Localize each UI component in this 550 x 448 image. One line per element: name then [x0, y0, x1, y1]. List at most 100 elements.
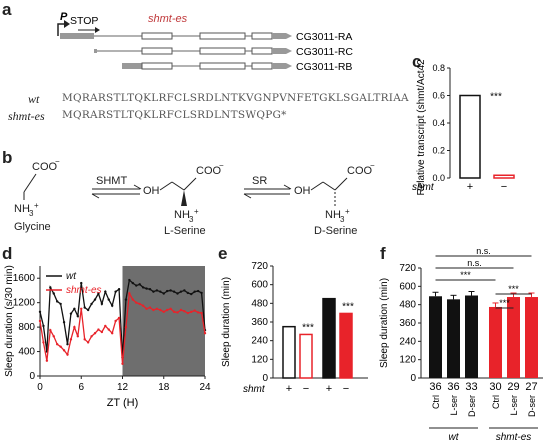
data-point: [100, 330, 104, 334]
data-point: [200, 291, 203, 295]
y-axis-label: Relative transcript (shmt/Act42a): [416, 60, 427, 196]
data-point: [176, 292, 179, 295]
genotype-label: shmt: [412, 182, 435, 193]
y-tick-label: 1200: [13, 298, 36, 309]
data-point: [110, 304, 114, 307]
legend-label: shmt-es: [66, 285, 102, 296]
y-tick-label: 360: [251, 317, 268, 328]
compound-glycine: Glycine: [14, 221, 51, 233]
data-point: [117, 316, 121, 320]
promoter-label: P: [60, 11, 68, 23]
ra-exon: [141, 32, 173, 40]
data-point: [76, 314, 80, 318]
svg-text:COO: COO: [196, 165, 222, 177]
ra-utr: [60, 33, 94, 39]
bar: [459, 94, 481, 179]
chart-d-sleep-profile: 0 400 800 1200 1600 0 6 12 18 24 ZT (H) Sleep durat…: [4, 265, 211, 409]
category-label: L-ser: [509, 395, 519, 416]
category-label: D-ser: [467, 395, 477, 417]
svg-text:3: 3: [340, 215, 345, 224]
y-tick-label: 600: [251, 280, 268, 291]
transcript-rc: CG3011-RC: [296, 46, 353, 58]
y-tick-label: 0.8: [432, 63, 445, 73]
y-tick-label: 240: [399, 336, 416, 347]
panel-label-b: b: [2, 148, 13, 167]
bar: [447, 299, 460, 378]
n-label: 30: [489, 381, 501, 393]
data-point: [179, 290, 183, 293]
y-tick-label: 0: [262, 373, 268, 384]
data-point: [162, 310, 165, 314]
bar: [299, 333, 313, 379]
data-point: [100, 302, 104, 306]
data-point: [93, 332, 97, 335]
svg-text:3: 3: [29, 209, 34, 218]
data-point: [135, 301, 138, 304]
data-point: [114, 290, 117, 293]
data-point: [45, 359, 49, 362]
data-point: [165, 308, 169, 312]
allele-label: shmt-es: [148, 13, 188, 25]
data-point: [73, 325, 76, 329]
data-point: [200, 311, 203, 315]
data-point: [97, 292, 100, 295]
data-point: [169, 289, 172, 292]
data-point: [104, 290, 107, 293]
y-tick-label: 0.6: [432, 91, 445, 101]
svg-text:NH: NH: [14, 203, 30, 215]
data-point: [148, 306, 152, 309]
data-point: [69, 312, 73, 315]
n-label: 27: [525, 381, 537, 393]
bar: [339, 312, 353, 379]
data-point: [141, 304, 145, 307]
group-label: shmt-es: [496, 432, 532, 443]
y-tick-label: 360: [399, 318, 416, 329]
y-tick-label: 800: [18, 322, 35, 333]
bar: [429, 296, 442, 378]
transcript-ra: CG3011-RA: [296, 31, 352, 43]
y-tick-label: 0.4: [432, 118, 445, 128]
y-tick-label: 120: [399, 355, 416, 366]
n-label: 33: [465, 381, 477, 393]
data-point: [97, 328, 100, 331]
seq-label-mutant: shmt-es: [8, 109, 45, 123]
comparison-label: ***: [460, 270, 471, 280]
svg-text:−: −: [219, 161, 224, 170]
transcript-rb: CG3011-RB: [296, 61, 352, 73]
data-point: [145, 287, 148, 290]
y-tick-label: 0.0: [432, 173, 445, 183]
data-point: [138, 283, 141, 286]
svg-text:+: +: [34, 201, 39, 210]
x-axis-label: ZT (H): [107, 397, 139, 409]
data-point: [196, 289, 200, 293]
y-tick-label: 720: [251, 261, 268, 272]
data-point: [172, 290, 176, 293]
data-point: [176, 311, 179, 314]
data-point: [42, 324, 45, 328]
category-label: −: [343, 383, 349, 395]
data-point: [83, 306, 86, 309]
category-label: +: [326, 383, 332, 395]
data-point: [155, 289, 159, 292]
data-point: [196, 311, 200, 314]
data-point: [66, 353, 69, 356]
data-point: [55, 343, 59, 346]
panel-label-e: e: [218, 244, 228, 263]
y-tick-label: 1600: [13, 273, 36, 284]
compound-d-serine: D-Serine: [314, 225, 357, 237]
svg-text:3: 3: [189, 215, 194, 224]
category-label: L-ser: [449, 395, 459, 416]
data-point: [179, 308, 183, 312]
chart-c-transcript: 0.0 0.2 0.4 0.6 0.8 Relative transcript (shmt…: [412, 60, 515, 196]
data-point: [190, 292, 193, 296]
data-point: [124, 325, 128, 329]
data-point: [38, 310, 42, 314]
sequence-wt: MQRARSTLTQKLRFCLSRDLNTKVGNPVNFETGKLSGALT…: [62, 92, 409, 104]
bar: [493, 174, 515, 179]
data-point: [169, 307, 172, 310]
data-point: [183, 310, 186, 313]
svg-text:NH: NH: [325, 209, 341, 221]
stop-label: STOP: [70, 15, 98, 27]
data-point: [190, 310, 193, 314]
data-point: [135, 284, 138, 287]
